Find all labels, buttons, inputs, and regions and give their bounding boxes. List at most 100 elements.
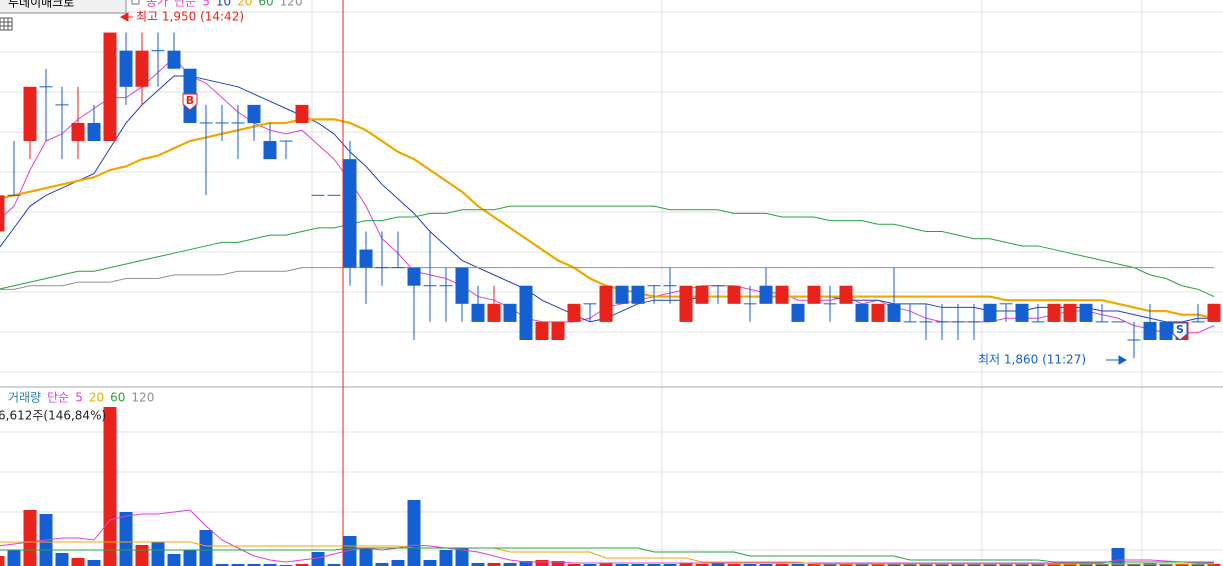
buy-marker: B <box>182 93 198 111</box>
legend-item: 20 <box>237 0 252 9</box>
volume-bar <box>567 564 581 566</box>
candle-body <box>87 122 101 142</box>
volume-bar <box>711 562 725 566</box>
volume-bar <box>183 550 197 566</box>
volume-bar <box>231 564 245 566</box>
volume-bar <box>999 564 1013 566</box>
legend-prefix: 단순 <box>174 0 196 9</box>
volume-bar <box>967 564 981 566</box>
volume-bar <box>359 548 373 566</box>
high-label: 최고 1,950 (14:42) <box>136 10 244 24</box>
volume-bar <box>1207 564 1221 566</box>
candle-body <box>1143 321 1157 340</box>
candle-body <box>1159 321 1173 340</box>
candle-body <box>567 303 581 322</box>
icon-frame[interactable] <box>0 17 13 31</box>
volume-bar <box>1111 548 1125 566</box>
legend-item: 60 <box>258 0 273 9</box>
low-arrow <box>1106 355 1128 365</box>
volume-bar <box>71 558 85 566</box>
volume-bar <box>663 564 677 566</box>
buy-shape <box>182 93 198 111</box>
candle-body <box>759 285 773 304</box>
volume-bar <box>1047 564 1061 566</box>
volume-bar <box>743 564 757 566</box>
candle-body <box>295 104 309 123</box>
sell-signal: S <box>1176 323 1184 336</box>
legend-box <box>131 0 140 5</box>
volume-bar <box>23 510 37 566</box>
volume-bar <box>1159 564 1173 566</box>
price-legend: 종가 단순 5 10 20 60 120 <box>146 0 303 9</box>
volume-bar <box>919 564 933 566</box>
candle-body <box>631 285 645 304</box>
candle-body <box>1207 303 1221 322</box>
candle-body <box>71 122 85 142</box>
volume-bar <box>503 563 517 566</box>
volume-bar <box>775 564 789 566</box>
button-frame[interactable] <box>0 0 127 14</box>
candle-body <box>1047 303 1061 322</box>
candle-body <box>1015 303 1029 322</box>
legend-item: 120 <box>280 0 303 9</box>
table-icon[interactable] <box>0 17 13 31</box>
candle-body <box>599 285 613 322</box>
candle-body <box>263 141 277 160</box>
plot <box>0 32 1221 566</box>
volume-bar <box>87 560 101 566</box>
macro-button[interactable]: 투데이매크로 <box>8 0 74 10</box>
candle-body <box>551 321 565 340</box>
candle-body <box>135 50 149 87</box>
volume-bar <box>1015 564 1029 566</box>
volume-bar <box>951 564 965 566</box>
high-arrow <box>119 12 133 22</box>
volume-bar <box>791 564 805 566</box>
candle-body <box>1063 303 1077 322</box>
volume-bar <box>167 554 181 566</box>
volume-bar <box>727 564 741 566</box>
volume-bar <box>599 563 613 566</box>
buy-signal: B <box>186 94 194 107</box>
volume-ma-line <box>0 547 1214 563</box>
candle-body <box>727 285 741 304</box>
volume-bar <box>903 564 917 566</box>
ma-line <box>0 205 1215 298</box>
volume-legend: 거래량 단순 5 20 60 120 <box>8 391 154 405</box>
candle-body <box>791 303 805 322</box>
volume-bar <box>759 564 773 566</box>
candle-body <box>167 50 181 69</box>
volume-bar <box>295 564 309 566</box>
volume-ma-line <box>0 509 1214 564</box>
volume-bar <box>1191 564 1205 566</box>
volume-bar <box>887 564 901 566</box>
candle-body <box>343 159 357 268</box>
volume-bar <box>695 564 709 566</box>
volume-bar <box>103 407 117 566</box>
volume-bar <box>871 564 885 566</box>
sell-shape <box>1172 322 1188 341</box>
volume-bar <box>1031 564 1045 566</box>
volume-bar <box>423 560 437 566</box>
candle-body <box>839 285 853 304</box>
candle-body <box>23 86 37 142</box>
candle-body <box>247 104 261 123</box>
volume-info: 6,612주(146,84%) <box>0 409 106 423</box>
volume-bar <box>7 550 21 566</box>
volume-bar <box>823 564 837 566</box>
candle-body <box>0 195 5 232</box>
toolbar[interactable]: 투데이매크로 <box>0 0 127 14</box>
volume-bar <box>151 542 165 566</box>
volume-bar <box>407 500 421 566</box>
volume-bar <box>583 564 597 566</box>
volume-bar <box>119 512 133 566</box>
volume-bar <box>519 561 533 566</box>
volume-bar <box>215 564 229 566</box>
candle-body <box>775 285 789 304</box>
volume-bar <box>199 530 213 566</box>
volume-bar <box>263 564 277 566</box>
candle-body <box>679 285 693 322</box>
volume-ma-line <box>0 541 1214 565</box>
